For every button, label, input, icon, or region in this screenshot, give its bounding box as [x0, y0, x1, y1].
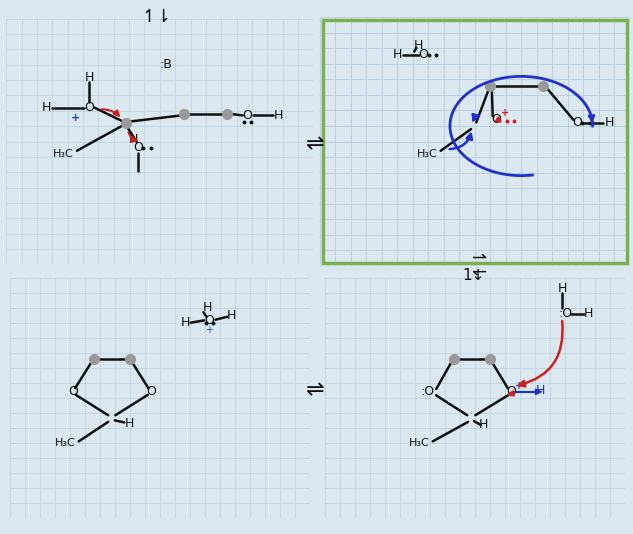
Text: H: H	[273, 109, 283, 122]
Text: H: H	[536, 384, 546, 397]
Text: ⇌: ⇌	[306, 134, 325, 154]
Text: H: H	[605, 116, 615, 129]
Text: 1↓: 1↓	[462, 268, 485, 282]
Text: H: H	[42, 101, 51, 114]
Text: :O: :O	[559, 307, 573, 320]
Text: ⇌: ⇌	[306, 380, 325, 400]
Text: O: O	[506, 386, 516, 398]
Text: +: +	[515, 381, 523, 391]
Text: H: H	[414, 39, 423, 52]
Text: :O:: :O:	[421, 386, 439, 398]
Text: :B: :B	[160, 58, 172, 71]
Text: O: O	[242, 109, 253, 122]
Text: O: O	[84, 101, 94, 114]
Text: +: +	[205, 325, 213, 335]
Text: H₃C: H₃C	[53, 149, 74, 159]
Text: O: O	[572, 116, 582, 129]
Text: O: O	[68, 386, 78, 398]
Text: H: H	[125, 417, 134, 430]
Text: O: O	[491, 113, 501, 127]
Text: O: O	[418, 48, 429, 61]
Text: H: H	[558, 282, 567, 295]
Text: H: H	[129, 134, 139, 146]
Text: H₃C: H₃C	[417, 149, 437, 159]
Text: O: O	[146, 386, 156, 398]
Text: H: H	[479, 418, 489, 431]
Text: H: H	[584, 307, 594, 320]
Text: H: H	[203, 301, 213, 314]
Text: H: H	[392, 48, 402, 61]
Text: ↿⇂: ↿⇂	[465, 252, 482, 282]
Text: H: H	[85, 70, 94, 83]
Text: H₃C: H₃C	[409, 438, 430, 448]
Text: +: +	[71, 114, 80, 123]
Text: H₃C: H₃C	[55, 438, 76, 448]
Text: O: O	[134, 141, 143, 154]
Text: H: H	[180, 316, 190, 329]
Text: ↿⇂: ↿⇂	[142, 8, 172, 26]
Text: H: H	[227, 309, 237, 321]
Text: +: +	[501, 108, 509, 118]
Text: O: O	[204, 314, 215, 327]
